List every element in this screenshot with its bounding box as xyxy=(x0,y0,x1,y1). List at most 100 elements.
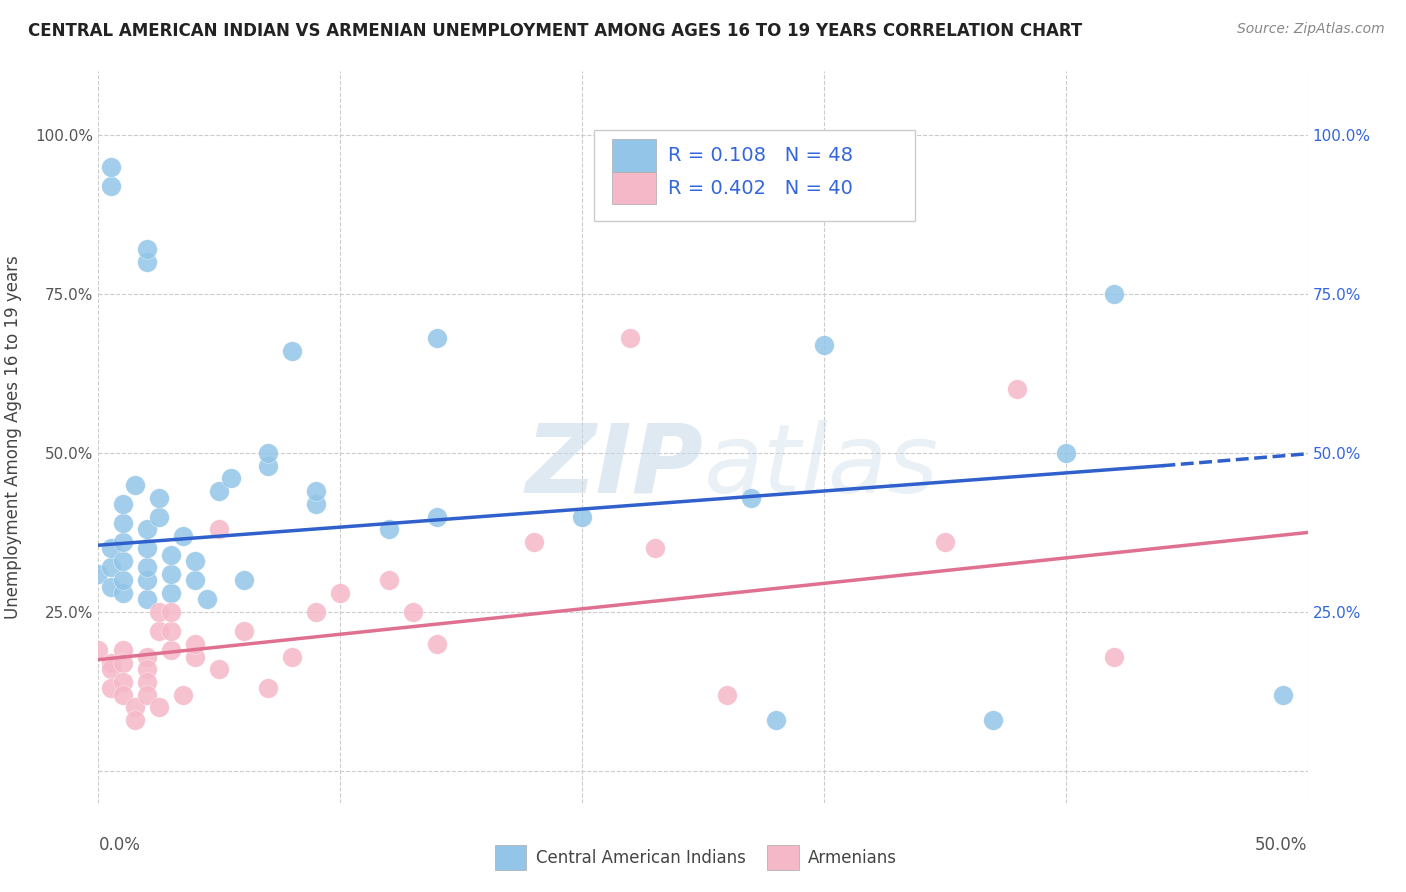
Y-axis label: Unemployment Among Ages 16 to 19 years: Unemployment Among Ages 16 to 19 years xyxy=(4,255,21,619)
Point xyxy=(571,509,593,524)
Point xyxy=(981,713,1004,727)
Point xyxy=(100,656,122,670)
Point xyxy=(740,491,762,505)
Point xyxy=(135,688,157,702)
Text: R = 0.402   N = 40: R = 0.402 N = 40 xyxy=(668,179,853,198)
Point xyxy=(184,573,207,587)
Point xyxy=(124,713,146,727)
Point xyxy=(1007,383,1029,397)
Point xyxy=(765,713,787,727)
Point xyxy=(1102,649,1125,664)
Point xyxy=(281,344,304,359)
Point xyxy=(160,586,183,600)
Point xyxy=(87,566,110,581)
Point xyxy=(208,484,231,499)
Point xyxy=(232,624,254,638)
Point xyxy=(100,681,122,696)
Point xyxy=(111,573,134,587)
Point xyxy=(172,688,194,702)
FancyBboxPatch shape xyxy=(495,846,526,870)
Point xyxy=(87,643,110,657)
Text: atlas: atlas xyxy=(703,420,938,513)
Point xyxy=(426,331,449,345)
Point xyxy=(619,331,641,345)
Point xyxy=(135,522,157,536)
Point xyxy=(111,675,134,690)
Point xyxy=(208,522,231,536)
Point xyxy=(426,509,449,524)
Point xyxy=(135,592,157,607)
Point xyxy=(426,637,449,651)
Text: Armenians: Armenians xyxy=(808,848,897,867)
Point xyxy=(221,471,243,485)
Point xyxy=(111,656,134,670)
Point xyxy=(148,700,170,714)
Point xyxy=(184,554,207,568)
FancyBboxPatch shape xyxy=(768,846,799,870)
Point xyxy=(716,688,738,702)
Point xyxy=(184,649,207,664)
Point xyxy=(644,541,666,556)
Text: CENTRAL AMERICAN INDIAN VS ARMENIAN UNEMPLOYMENT AMONG AGES 16 TO 19 YEARS CORRE: CENTRAL AMERICAN INDIAN VS ARMENIAN UNEM… xyxy=(28,22,1083,40)
Point xyxy=(377,522,399,536)
Point xyxy=(160,605,183,619)
Point xyxy=(402,605,425,619)
Text: Source: ZipAtlas.com: Source: ZipAtlas.com xyxy=(1237,22,1385,37)
Point xyxy=(1272,688,1295,702)
Point xyxy=(135,243,157,257)
Point xyxy=(135,662,157,676)
Point xyxy=(100,662,122,676)
Text: ZIP: ZIP xyxy=(524,420,703,513)
Point xyxy=(135,675,157,690)
Point xyxy=(148,605,170,619)
Text: 0.0%: 0.0% xyxy=(98,837,141,855)
Point xyxy=(813,338,835,352)
Point xyxy=(111,497,134,511)
Point xyxy=(135,573,157,587)
Point xyxy=(172,529,194,543)
Point xyxy=(111,516,134,530)
Point xyxy=(281,649,304,664)
Point xyxy=(184,637,207,651)
Point xyxy=(111,586,134,600)
Point xyxy=(100,580,122,594)
Point xyxy=(148,624,170,638)
Point xyxy=(329,586,352,600)
Point xyxy=(148,491,170,505)
Point xyxy=(232,573,254,587)
Point xyxy=(160,643,183,657)
FancyBboxPatch shape xyxy=(613,172,655,204)
Point xyxy=(523,535,546,549)
Point xyxy=(160,566,183,581)
Point xyxy=(111,554,134,568)
Point xyxy=(100,560,122,574)
Point xyxy=(135,255,157,269)
Point xyxy=(1102,287,1125,301)
Point xyxy=(160,548,183,562)
Point xyxy=(111,535,134,549)
FancyBboxPatch shape xyxy=(613,139,655,171)
Point xyxy=(100,160,122,174)
Point xyxy=(377,573,399,587)
Point xyxy=(124,477,146,491)
Text: R = 0.108   N = 48: R = 0.108 N = 48 xyxy=(668,146,853,165)
Point xyxy=(135,541,157,556)
Point xyxy=(111,688,134,702)
Point xyxy=(135,560,157,574)
Point xyxy=(305,497,328,511)
Point xyxy=(195,592,218,607)
FancyBboxPatch shape xyxy=(595,130,915,221)
Point xyxy=(256,681,278,696)
Point xyxy=(124,700,146,714)
Point xyxy=(148,509,170,524)
Point xyxy=(1054,446,1077,460)
Point xyxy=(208,662,231,676)
Point xyxy=(160,624,183,638)
Point xyxy=(100,541,122,556)
Point xyxy=(305,484,328,499)
Point xyxy=(305,605,328,619)
Point xyxy=(135,649,157,664)
Point xyxy=(934,535,956,549)
Point xyxy=(256,446,278,460)
Point xyxy=(100,178,122,193)
